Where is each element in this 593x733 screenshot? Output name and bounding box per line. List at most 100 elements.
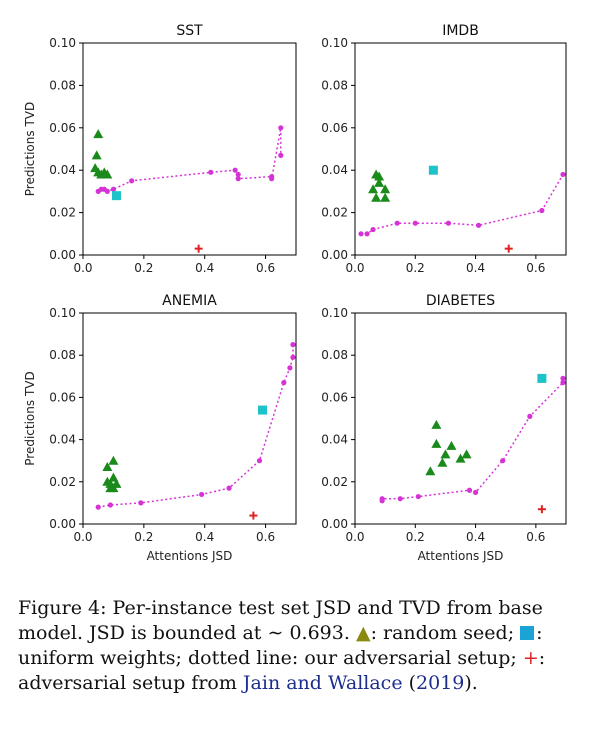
panel-anemia: ANEMIA 0.00 0.02 0.04 0.06 0.08 0.10 0.0 0.2 0.4 0…: [23, 293, 297, 563]
adversarial-line: [98, 344, 294, 508]
adversarial-point: [232, 167, 238, 173]
random-seed-marker: [368, 184, 379, 194]
adversarial-point: [397, 496, 403, 502]
y-tick-label: 0.06: [321, 121, 348, 135]
y-tick-label: 0.00: [49, 517, 76, 531]
adversarial-point: [394, 220, 400, 226]
x-axis-label: Attentions JSD: [418, 549, 504, 563]
adversarial-point: [95, 504, 101, 510]
adversarial-point: [370, 226, 376, 233]
adversarial-point: [199, 491, 205, 498]
plot-frame: [354, 42, 567, 256]
caption-random-seed: : random seed;: [370, 622, 515, 644]
x-tick-label: 0.2: [134, 261, 153, 275]
adversarial-point: [379, 496, 385, 502]
x-tick-label: 0.4: [466, 261, 485, 275]
plot-title: DIABETES: [426, 293, 495, 309]
adversarial-point: [278, 152, 284, 158]
adversarial-point: [235, 176, 241, 182]
y-tick-label: 0.06: [321, 390, 348, 404]
uniform-weights-marker: [537, 373, 547, 383]
adversarial-point: [104, 188, 110, 194]
random-seed-marker: [380, 184, 391, 194]
random-seed-marker: [108, 472, 119, 482]
y-tick-label: 0.04: [49, 163, 76, 177]
adversarial-point: [445, 220, 452, 226]
plot-title: IMDB: [442, 23, 479, 39]
adversarial-point: [560, 380, 566, 386]
citation-close: ).: [464, 672, 478, 694]
x-tick-label: 0.0: [73, 261, 92, 275]
x-tick-label: 0.0: [73, 530, 92, 544]
panel-sst: SST 0.00 0.02 0.04 0.06 0.08 0.10 0.0 0.2 0.4 0.6 P…: [23, 23, 297, 275]
x-tick-label: 0.2: [406, 530, 425, 544]
x-tick-label: 0.0: [345, 261, 364, 275]
figure-caption: Figure 4: Per-instance test set JSD and …: [18, 596, 584, 696]
adversarial-point: [527, 413, 533, 419]
adversarial-point: [475, 222, 482, 228]
adversarial-point: [472, 489, 479, 495]
random-seed-marker: [93, 129, 104, 139]
adversarial-point: [208, 169, 214, 175]
y-tick-label: 0.10: [49, 36, 76, 50]
random-seed-marker: [371, 192, 382, 202]
adversarial-point: [415, 493, 421, 500]
random-seed-marker: [446, 440, 457, 450]
adversarial-point: [256, 458, 263, 464]
plus-icon: +: [522, 647, 539, 669]
x-tick-label: 0.2: [134, 530, 153, 544]
citation-year-link[interactable]: 2019: [416, 672, 465, 694]
adversarial-point: [364, 231, 370, 237]
random-seed-marker: [374, 177, 385, 187]
random-seed-marker: [461, 449, 472, 459]
adversarial-point: [138, 500, 144, 506]
x-tick-label: 0.2: [406, 261, 425, 275]
adversarial-point: [129, 178, 135, 184]
y-tick-label: 0.08: [49, 348, 76, 362]
x-tick-label: 0.0: [345, 530, 364, 544]
adversarial-point: [412, 220, 418, 226]
adversarial-point: [500, 458, 506, 464]
adversarial-point: [226, 485, 232, 491]
y-tick-label: 0.04: [321, 163, 348, 177]
adversarial-point: [290, 342, 296, 348]
adversarial-point: [290, 354, 296, 360]
y-tick-label: 0.02: [321, 206, 348, 220]
adversarial-point: [358, 231, 364, 237]
x-tick-label: 0.6: [256, 261, 275, 275]
random-seed-marker: [91, 150, 102, 160]
x-axis-label: Attentions JSD: [147, 549, 233, 563]
x-tick-label: 0.6: [526, 530, 545, 544]
y-tick-label: 0.10: [321, 306, 348, 320]
plot-frame: [354, 312, 567, 525]
uniform-weights-marker: [258, 405, 268, 415]
adversarial-line: [97, 127, 282, 193]
caption-adversarial: : adversarial setup from: [18, 647, 546, 694]
plot-frame: [82, 312, 297, 525]
adversarial-line: [361, 174, 564, 235]
y-tick-label: 0.04: [321, 433, 348, 447]
panel-imdb: IMDB 0.00 0.02 0.04 0.06 0.08 0.10 0.0 0.2 0.4 0.6: [321, 23, 567, 275]
x-tick-label: 0.4: [466, 530, 485, 544]
y-tick-label: 0.08: [321, 78, 348, 92]
random-seed-marker: [440, 449, 451, 459]
adversarial-point: [466, 487, 473, 493]
plot-title: ANEMIA: [162, 293, 217, 309]
panel-diabetes: DIABETES 0.00 0.02 0.04 0.06 0.08 0.10 0.0 0.2 0.…: [321, 293, 567, 563]
x-tick-label: 0.4: [195, 261, 214, 275]
citation-link[interactable]: Jain and Wallace: [242, 672, 403, 694]
y-tick-label: 0.04: [49, 433, 76, 447]
adversarial-point: [278, 125, 284, 131]
random-seed-marker: [455, 453, 466, 463]
x-tick-label: 0.4: [195, 530, 214, 544]
uniform-weights-marker: [428, 165, 438, 175]
y-tick-label: 0.10: [49, 306, 76, 320]
random-seed-marker: [108, 455, 119, 465]
triangle-icon: ▲: [355, 622, 371, 644]
plot-title: SST: [176, 23, 203, 39]
caption-uniform: : uniform weights; dotted line: our adve…: [18, 622, 543, 669]
citation-open: (: [402, 672, 417, 694]
adversarial-point: [560, 375, 566, 382]
y-tick-label: 0.08: [321, 348, 348, 362]
adversarial-point: [560, 171, 566, 178]
